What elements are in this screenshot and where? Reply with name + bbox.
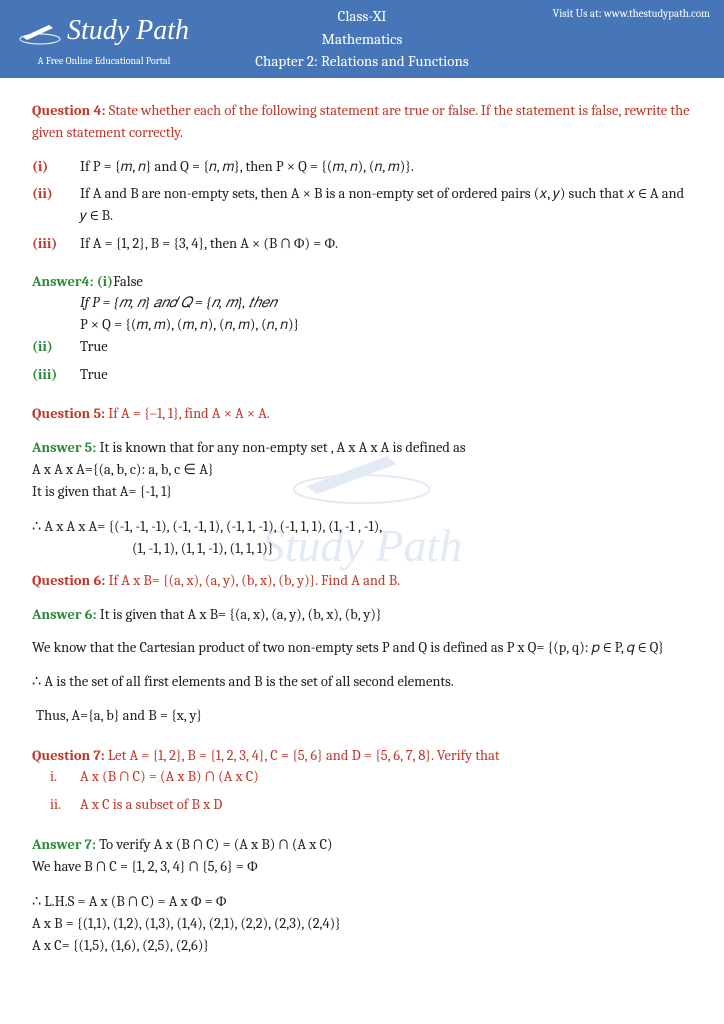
q7-i-num: i. (50, 766, 80, 788)
a7-line5: A x C= {(1,5), (1,6), (2,5), (2,6)} (32, 935, 692, 957)
q4-text: State whether each of the following stat… (32, 102, 690, 141)
q6-text: If A x B= {(a, x), (a, y), (b, x), (b, y… (109, 572, 401, 589)
class-label: Class-XI (255, 5, 468, 28)
a5-line2: A x A x A={(a, b, c): a, b, c ∈ A} (32, 459, 692, 481)
a7-line2: We have B ∩ C = {1, 2, 3, 4} ∩ {5, 6} = … (32, 856, 692, 878)
a4-line1: Answer4: (i)False (32, 271, 692, 293)
a4-iii-num: (iii) (32, 364, 80, 386)
question-5: Question 5: If A = {–1, 1}, find A × A ×… (32, 403, 692, 425)
a7-label: Answer 7: (32, 836, 96, 853)
q7-ii-text: A x C is a subset of B x D (80, 794, 692, 816)
logo-text: Study Path (67, 10, 189, 52)
q4-ii-text: If A and B are non-empty sets, then A × … (80, 183, 692, 227)
q6-label: Question 6: (32, 572, 105, 589)
q4-label: Question 4: (32, 102, 106, 119)
header-title: Class-XI Mathematics Chapter 2: Relation… (255, 5, 468, 73)
a5-line1: It is known that for any non-empty set ,… (99, 439, 465, 456)
answer-5: Answer 5: It is known that for any non-e… (32, 437, 692, 560)
question-7: Question 7: Let A = {1, 2}, B = {1, 2, 3… (32, 745, 692, 816)
visit-label: Visit Us at: (553, 7, 602, 20)
a4-label: Answer4: (i) (32, 273, 113, 290)
question-6: Question 6: If A x B= {(a, x), (a, y), (… (32, 570, 692, 592)
answer-7: Answer 7: To verify A x (B ∩ C) = (A x B… (32, 834, 692, 957)
a5-label: Answer 5: (32, 439, 96, 456)
page-header: Study Path A Free Online Educational Por… (0, 0, 724, 78)
a7-line1-wrap: Answer 7: To verify A x (B ∩ C) = (A x B… (32, 834, 692, 856)
a5-line4: ∴ A x A x A= {(-1, -1, -1), (-1, -1, 1),… (32, 516, 692, 538)
q4-i: (i) If P = {𝑚, 𝑛} and Q = {𝑛, 𝑚}, then P… (32, 156, 692, 178)
chapter-label: Chapter 2: Relations and Functions (255, 50, 468, 73)
visit-url: www.thestudypath.com (604, 7, 710, 20)
q7-i-text: A x (B ∩ C) = (A x B) ∩ (A x C) (80, 766, 692, 788)
a6-label: Answer 6: (32, 606, 97, 623)
q4-iii-num: (iii) (32, 233, 80, 255)
logo-area: Study Path A Free Online Educational Por… (14, 10, 194, 69)
q4-i-num: (i) (32, 156, 80, 178)
a4-iii-text: True (80, 364, 692, 386)
a7-line1: To verify A x (B ∩ C) = (A x B) ∩ (A x C… (99, 836, 332, 853)
a4-line2: If P = {𝑚, 𝑛} 𝑎𝑛𝑑 𝑄 = {𝑛, 𝑚}, 𝑡ℎ𝑒𝑛 (32, 292, 692, 314)
q7-ii: ii. A x C is a subset of B x D (32, 794, 692, 816)
a6-line4: Thus, A={a, b} and B = {x, y} (32, 705, 692, 727)
a6-line1-wrap: Answer 6: It is given that A x B= {(a, x… (32, 604, 692, 626)
a4-ii-num: (ii) (32, 336, 80, 358)
a6-line3: ∴ A is the set of all first elements and… (32, 671, 692, 693)
a6-line1: It is given that A x B= {(a, x), (a, y),… (100, 606, 382, 623)
subject-label: Mathematics (255, 28, 468, 51)
q7-label: Question 7: (32, 747, 105, 764)
content-body: Question 4: State whether each of the fo… (0, 78, 724, 977)
logo-subtitle: A Free Online Educational Portal (38, 54, 171, 69)
a4-iii: (iii) True (32, 364, 692, 386)
q7-ii-num: ii. (50, 794, 80, 816)
q7-text: Let A = {1, 2}, B = {1, 2, 3, 4}, C = {5… (108, 747, 500, 764)
q4-ii: (ii) If A and B are non-empty sets, then… (32, 183, 692, 227)
a4-ii-text: True (80, 336, 692, 358)
question-4: Question 4: State whether each of the fo… (32, 100, 692, 144)
a4-i-text: False (113, 273, 143, 290)
q4-iii-text: If A = {1, 2}, B = {3, 4}, then A × (B ∩… (80, 233, 692, 255)
answer-4: Answer4: (i)False If P = {𝑚, 𝑛} 𝑎𝑛𝑑 𝑄 = … (32, 271, 692, 386)
a7-line4: A x B = {(1,1), (1,2), (1,3), (1,4), (2,… (32, 913, 692, 935)
q5-label: Question 5: (32, 405, 105, 422)
a4-ii: (ii) True (32, 336, 692, 358)
q4-items: (i) If P = {𝑚, 𝑛} and Q = {𝑛, 𝑚}, then P… (32, 156, 692, 255)
answer-6: Answer 6: It is given that A x B= {(a, x… (32, 604, 692, 727)
a4-line3: P × Q = {(𝑚, 𝑚), (𝑚, 𝑛), (𝑛, 𝑚), (𝑛, 𝑛)} (32, 314, 692, 336)
a7-line3: ∴ L.H.S = A x (B ∩ C) = A x Φ = Φ (32, 891, 692, 913)
q4-ii-num: (ii) (32, 183, 80, 227)
q5-text: If A = {–1, 1}, find A × A × A. (108, 405, 269, 422)
logo: Study Path (19, 10, 189, 52)
pencil-icon (19, 17, 61, 45)
q4-iii: (iii) If A = {1, 2}, B = {3, 4}, then A … (32, 233, 692, 255)
q4-i-text: If P = {𝑚, 𝑛} and Q = {𝑛, 𝑚}, then P × Q… (80, 156, 692, 178)
visit-link[interactable]: Visit Us at: www.thestudypath.com (553, 6, 710, 23)
a5-line3: It is given that A= {-1, 1} (32, 481, 692, 503)
q7-i: i. A x (B ∩ C) = (A x B) ∩ (A x C) (32, 766, 692, 788)
a6-line2: We know that the Cartesian product of tw… (32, 637, 692, 659)
a5-line5: (1, -1, 1), (1, 1, -1), (1, 1, 1)} (32, 538, 692, 560)
a5-line1-wrap: Answer 5: It is known that for any non-e… (32, 437, 692, 459)
